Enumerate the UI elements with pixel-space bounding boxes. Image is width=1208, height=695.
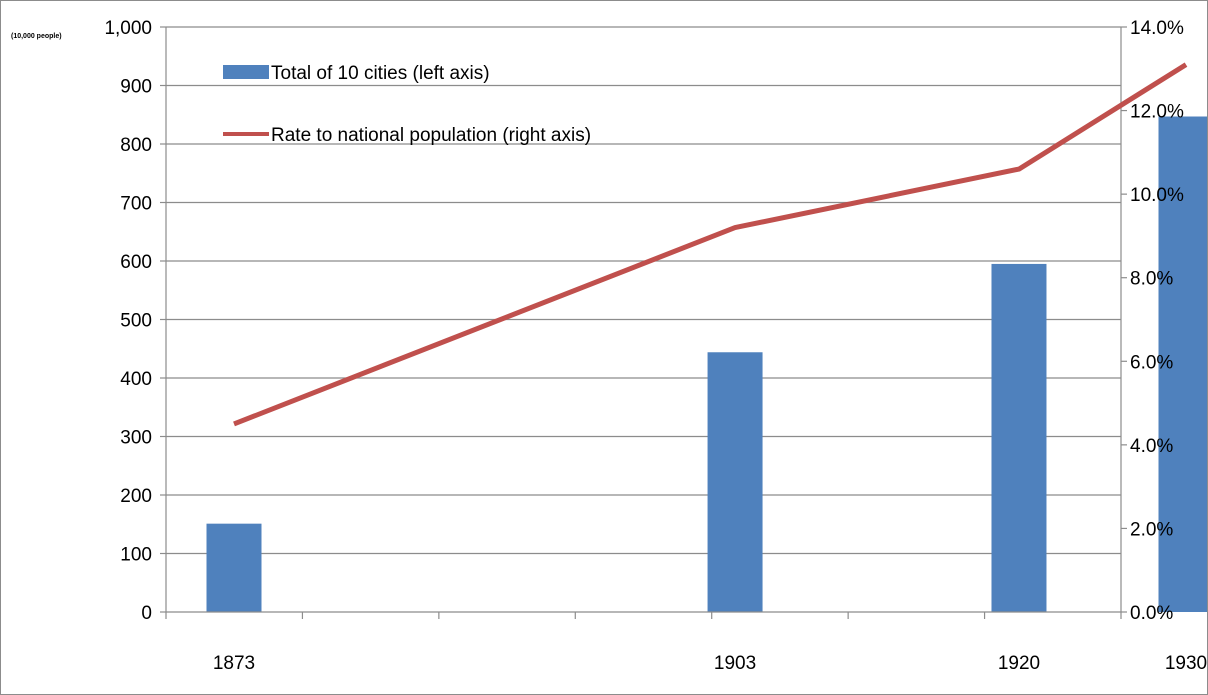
- y-left-tick-label: 200: [120, 486, 152, 507]
- legend-swatch-bar: [223, 65, 269, 79]
- y-right-tick-label: 2.0%: [1130, 519, 1173, 540]
- legend-label-line: Rate to national population (right axis): [271, 125, 591, 146]
- x-tick-label: 1873: [213, 653, 255, 674]
- bar: [1158, 116, 1207, 612]
- y-left-tick-label: 600: [120, 252, 152, 273]
- bar: [206, 523, 262, 612]
- y-left-unit-label: (10,000 people): [11, 33, 62, 40]
- y-left-tick-label: 500: [120, 311, 152, 332]
- y-left-tick-label: 0: [141, 603, 152, 624]
- y-left-tick-label: 1,000: [104, 18, 152, 39]
- x-tick-label: 1920: [998, 653, 1040, 674]
- y-right-tick-label: 10.0%: [1130, 185, 1184, 206]
- y-left-tick-label: 400: [120, 369, 152, 390]
- y-left-tick-label: 300: [120, 428, 152, 449]
- y-right-tick-label: 4.0%: [1130, 436, 1173, 457]
- bar: [991, 263, 1047, 612]
- y-left-tick-label: 900: [120, 77, 152, 98]
- y-left-tick-label: 100: [120, 545, 152, 566]
- y-left-tick-label: 700: [120, 194, 152, 215]
- bar-series: [206, 116, 1207, 612]
- y-right-tick-label: 14.0%: [1130, 18, 1184, 39]
- tick-labels: 0 100 200 300 400 500 600 700 800 900 1,000 0.0% 2.0…: [104, 18, 1207, 674]
- bar: [707, 352, 763, 612]
- y-left-tick-label: 800: [120, 135, 152, 156]
- y-right-tick-label: 6.0%: [1130, 352, 1173, 373]
- gridlines: [166, 26, 1121, 555]
- y-right-tick-label: 12.0%: [1130, 102, 1184, 123]
- legend: Total of 10 cities (left axis) Rate to n…: [223, 63, 591, 146]
- x-tick-label: 1903: [714, 653, 756, 674]
- axes: [160, 26, 1127, 619]
- line-series: [233, 62, 1188, 427]
- x-tick-label: 1930: [1165, 653, 1207, 674]
- legend-label-bar: Total of 10 cities (left axis): [271, 63, 490, 84]
- series-line: [233, 62, 1188, 427]
- y-right-tick-label: 8.0%: [1130, 269, 1173, 290]
- y-right-tick-label: 0.0%: [1130, 603, 1173, 624]
